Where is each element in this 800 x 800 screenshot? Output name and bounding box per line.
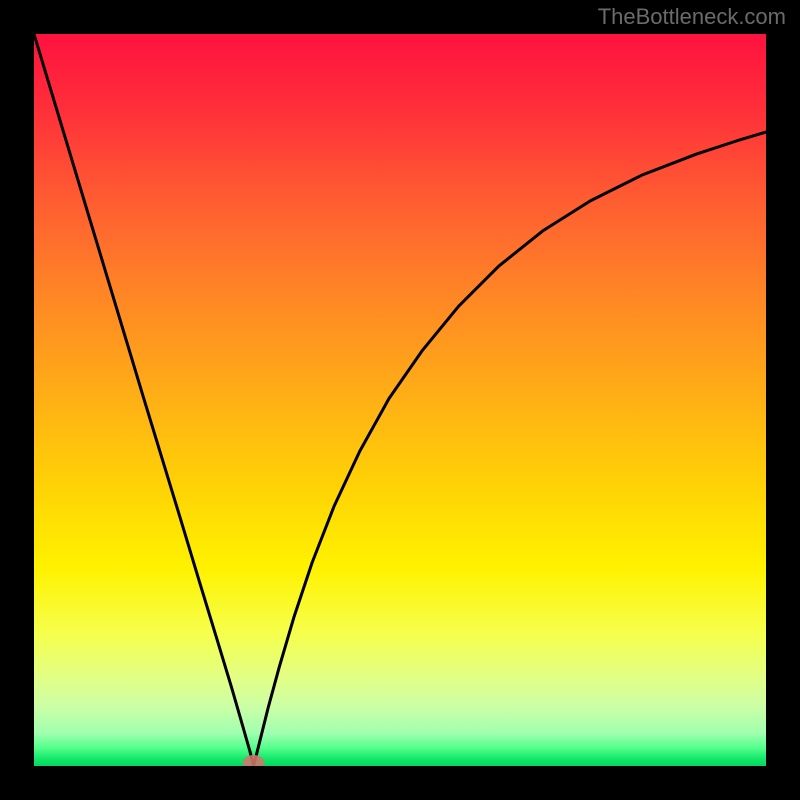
watermark-text: TheBottleneck.com	[598, 4, 786, 30]
plot-area	[34, 34, 766, 766]
plot-svg	[34, 34, 766, 766]
